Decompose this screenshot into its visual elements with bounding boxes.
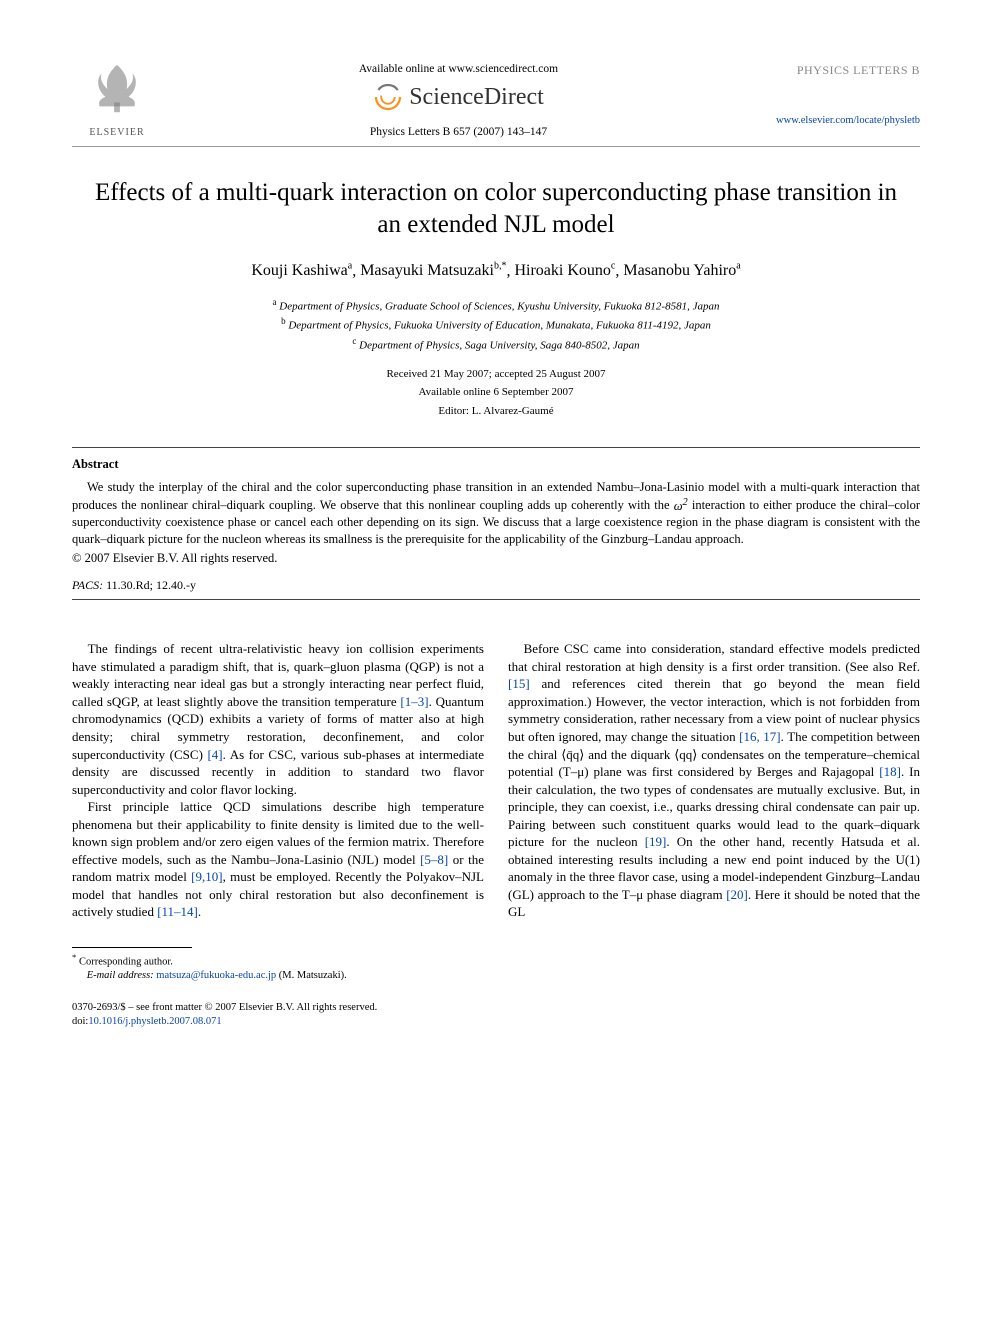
abstract-copyright: © 2007 Elsevier B.V. All rights reserved… [72,550,920,567]
journal-brand: PHYSICS LETTERS B [755,62,920,78]
pacs-line: PACS: 11.30.Rd; 12.40.-y [72,577,920,593]
ref-link-11-14[interactable]: [11–14] [157,904,198,919]
date-received: Received 21 May 2007; accepted 25 August… [72,365,920,384]
doi-link[interactable]: 10.1016/j.physletb.2007.08.071 [88,1016,221,1027]
article-dates: Received 21 May 2007; accepted 25 August… [72,365,920,421]
ref-link-20[interactable]: [20] [726,887,748,902]
ref-link-15[interactable]: [15] [508,676,530,691]
available-online-text: Available online at www.sciencedirect.co… [162,62,755,78]
corr-email-line: E-mail address: matsuza@fukuoka-edu.ac.j… [72,969,920,983]
affiliation-b: b Department of Physics, Fukuoka Univers… [72,315,920,335]
doi-line: doi:10.1016/j.physletb.2007.08.071 [72,1015,920,1029]
ref-link-9-10[interactable]: [9,10] [191,869,222,884]
publisher-label: ELSEVIER [72,126,162,140]
author-2: Masayuki Matsuzakib,* [360,262,506,279]
elsevier-tree-icon [88,60,146,118]
author-1: Kouji Kashiwaa [251,262,352,279]
license-doi-block: 0370-2693/$ – see front matter © 2007 El… [72,1001,920,1029]
ref-link-18[interactable]: [18] [879,764,901,779]
body-para-2: First principle lattice QCD simulations … [72,798,484,921]
ref-link-5-8[interactable]: [5–8] [420,852,448,867]
header-rule [72,146,920,147]
abstract-top-rule [72,447,920,448]
author-4: Masanobu Yahiroa [623,262,740,279]
sciencedirect-logo: ScienceDirect [162,81,755,113]
corr-label: * Corresponding author. [72,952,920,969]
ref-link-19[interactable]: [19] [645,834,667,849]
affiliation-block: a Department of Physics, Graduate School… [72,296,920,355]
affiliation-c: c Department of Physics, Saga University… [72,335,920,355]
author-3: Hiroaki Kounoc [514,262,615,279]
sciencedirect-swirl-icon [373,82,403,112]
abstract-bottom-rule [72,599,920,600]
body-columns: The findings of recent ultra-relativisti… [72,640,920,921]
license-line: 0370-2693/$ – see front matter © 2007 El… [72,1001,920,1015]
date-online: Available online 6 September 2007 [72,383,920,402]
footnote-rule [72,947,192,948]
issue-citation: Physics Letters B 657 (2007) 143–147 [162,125,755,141]
corr-email-link[interactable]: matsuza@fukuoka-edu.ac.jp [156,970,276,981]
ref-link-1-3[interactable]: [1–3] [400,694,428,709]
article-title: Effects of a multi-quark interaction on … [92,177,900,240]
affiliation-a: a Department of Physics, Graduate School… [72,296,920,316]
pacs-values: 11.30.Rd; 12.40.-y [106,578,196,592]
ref-link-16-17[interactable]: [16, 17] [739,729,780,744]
header-right: PHYSICS LETTERS B www.elsevier.com/locat… [755,60,920,128]
pacs-label: PACS: [72,578,103,592]
body-para-3: Before CSC came into consideration, stan… [508,640,920,921]
header-row: ELSEVIER Available online at www.science… [72,60,920,140]
page-root: ELSEVIER Available online at www.science… [0,0,992,1069]
abstract-heading: Abstract [72,456,920,473]
sciencedirect-brand-text: ScienceDirect [409,81,544,113]
body-para-1: The findings of recent ultra-relativisti… [72,640,484,798]
corresponding-author-footnote: * Corresponding author. E-mail address: … [72,952,920,983]
abstract-body: We study the interplay of the chiral and… [72,479,920,549]
header-center: Available online at www.sciencedirect.co… [162,60,755,140]
editor-line: Editor: L. Alvarez-Gaumé [72,402,920,421]
ref-link-4[interactable]: [4] [207,747,222,762]
publisher-logo-block: ELSEVIER [72,60,162,139]
author-list: Kouji Kashiwaa, Masayuki Matsuzakib,*, H… [72,260,920,282]
journal-url-link[interactable]: www.elsevier.com/locate/physletb [755,114,920,128]
